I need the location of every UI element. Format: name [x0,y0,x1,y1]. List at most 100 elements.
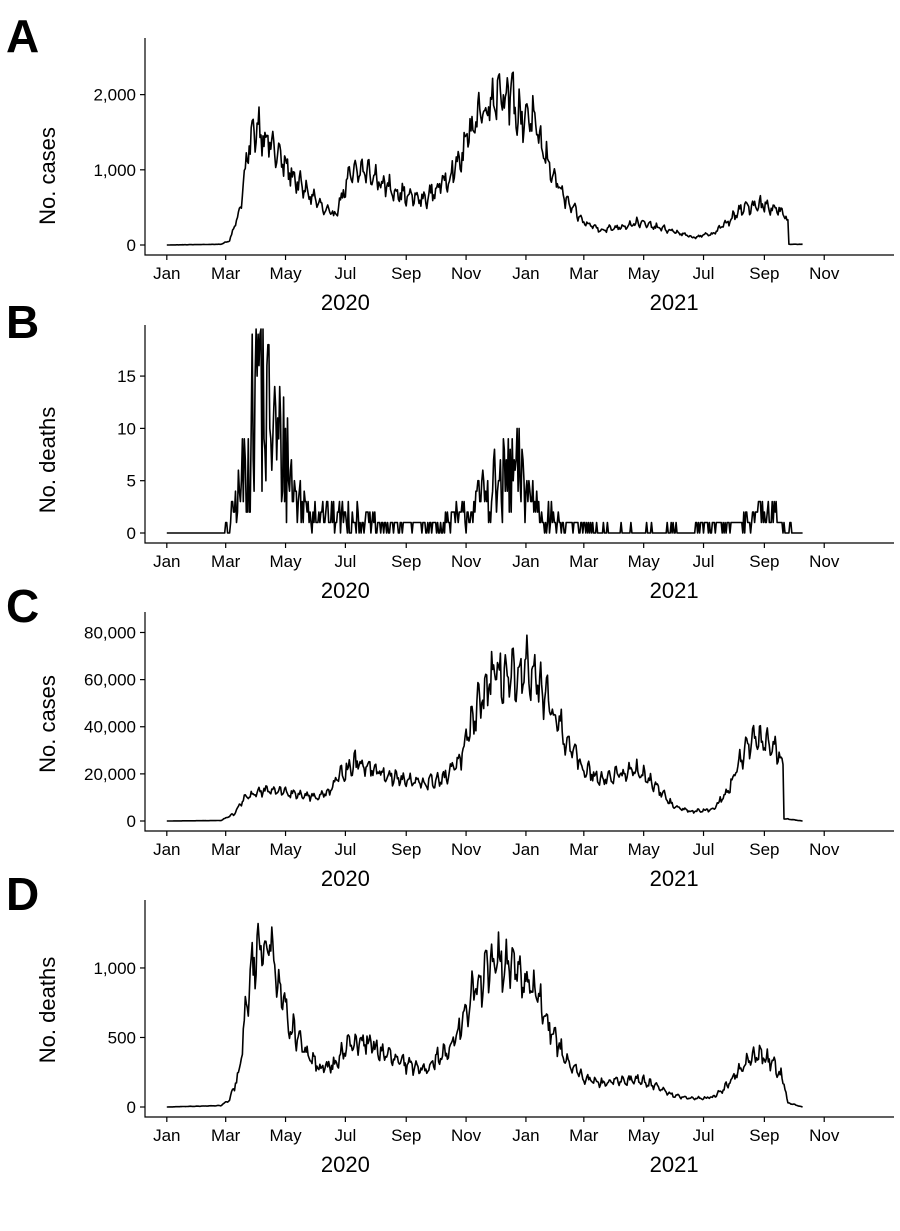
y-tick-label-c-3: 60,000 [84,671,136,690]
y-axis-title-b: No. deaths [35,407,60,513]
x-tick-label-d-7: Mar [569,1126,599,1145]
x-tick-label-b-9: Jul [693,552,715,571]
x-tick-label-b-5: Nov [451,552,482,571]
y-tick-label-c-2: 40,000 [84,718,136,737]
year-labels-d: 2020 2021 [321,1152,699,1177]
x-tick-label-a-11: Nov [809,264,840,283]
x-ticks-b: Jan Mar May Jul Sep Nov Jan Mar May Jul Sep Nov [153,543,840,571]
x-tick-label-b-10: Sep [749,552,779,571]
axes-a [144,38,894,256]
y-tick-label-a-1: 1,000 [93,161,136,180]
x-tick-label-d-5: Nov [451,1126,482,1145]
x-tick-label-a-1: Mar [211,264,241,283]
year-label-a-1: 2021 [650,290,699,315]
x-tick-label-c-8: May [628,840,661,859]
y-axis-title-c: No. cases [35,675,60,773]
axes-d [144,900,894,1118]
x-tick-label-b-1: Mar [211,552,241,571]
x-tick-label-c-5: Nov [451,840,482,859]
x-tick-label-a-5: Nov [451,264,482,283]
series-line-d [166,922,803,1108]
x-tick-label-b-0: Jan [153,552,180,571]
x-tick-label-a-0: Jan [153,264,180,283]
year-label-b-1: 2021 [650,578,699,603]
x-tick-label-c-0: Jan [153,840,180,859]
x-tick-label-d-9: Jul [693,1126,715,1145]
x-tick-label-a-9: Jul [693,264,715,283]
x-tick-label-b-2: May [269,552,302,571]
x-tick-label-c-10: Sep [749,840,779,859]
y-axis-title-d: No. deaths [35,957,60,1063]
y-tick-label-d-1: 500 [108,1028,136,1047]
y-tick-label-b-0: 0 [127,524,136,543]
x-tick-label-d-1: Mar [211,1126,241,1145]
x-tick-label-d-6: Jan [512,1126,539,1145]
x-tick-label-b-8: May [628,552,661,571]
year-label-d-0: 2020 [321,1152,370,1177]
x-tick-label-b-4: Sep [391,552,421,571]
y-ticks-d: 0 500 1,000 [93,959,145,1117]
panel-letter-a: A [6,10,39,62]
y-tick-label-c-4: 80,000 [84,623,136,642]
axes-b [144,325,894,544]
y-tick-label-a-0: 0 [127,236,136,255]
x-tick-label-d-3: Jul [335,1126,357,1145]
panel-d: D No. deaths 0 500 1,000 Jan Mar May Jul Sep No… [6,868,894,1177]
x-tick-label-c-4: Sep [391,840,421,859]
x-tick-label-a-8: May [628,264,661,283]
x-ticks-a: Jan Mar May Jul Sep Nov Jan Mar May Jul Sep Nov [153,255,840,283]
y-tick-label-b-1: 5 [127,472,136,491]
year-labels-b: 2020 2021 [321,578,699,603]
year-label-c-1: 2021 [650,866,699,891]
series-line-b [166,328,803,534]
panel-a: A No. cases 0 1,000 2,000 Jan Mar May Jul Sep N… [6,10,894,315]
x-tick-label-c-1: Mar [211,840,241,859]
year-labels-c: 2020 2021 [321,866,699,891]
y-tick-label-c-1: 20,000 [84,765,136,784]
y-ticks-a: 0 1,000 2,000 [93,86,145,255]
panel-c: C No. cases 0 20,000 40,000 60,000 80,000 Ja… [6,580,894,891]
x-tick-label-d-0: Jan [153,1126,180,1145]
x-tick-label-b-11: Nov [809,552,840,571]
series-line-c [166,634,803,822]
y-tick-label-d-2: 1,000 [93,959,136,978]
x-ticks-d: Jan Mar May Jul Sep Nov Jan Mar May Jul Sep Nov [153,1117,840,1145]
series-line-a [166,71,803,246]
y-tick-label-b-3: 15 [117,367,136,386]
x-tick-label-c-6: Jan [512,840,539,859]
x-tick-label-d-8: May [628,1126,661,1145]
x-tick-label-c-7: Mar [569,840,599,859]
x-ticks-c: Jan Mar May Jul Sep Nov Jan Mar May Jul Sep Nov [153,831,840,859]
x-tick-label-d-2: May [269,1126,302,1145]
y-tick-label-a-2: 2,000 [93,86,136,105]
x-tick-label-d-4: Sep [391,1126,421,1145]
x-tick-label-c-9: Jul [693,840,715,859]
year-label-d-1: 2021 [650,1152,699,1177]
year-label-a-0: 2020 [321,290,370,315]
year-label-b-0: 2020 [321,578,370,603]
y-axis-title-a: No. cases [35,127,60,225]
x-tick-label-a-2: May [269,264,302,283]
y-tick-label-d-0: 0 [127,1098,136,1117]
x-tick-label-b-7: Mar [569,552,599,571]
panel-letter-d: D [6,868,39,920]
y-ticks-b: 0 5 10 15 [117,367,145,543]
panel-letter-c: C [6,580,39,632]
x-tick-label-b-6: Jan [512,552,539,571]
panel-letter-b: B [6,296,39,348]
year-label-c-0: 2020 [321,866,370,891]
year-labels-a: 2020 2021 [321,290,699,315]
y-tick-label-c-0: 0 [127,812,136,831]
x-tick-label-b-3: Jul [335,552,357,571]
x-tick-label-c-2: May [269,840,302,859]
x-tick-label-a-3: Jul [335,264,357,283]
x-tick-label-c-3: Jul [335,840,357,859]
x-tick-label-c-11: Nov [809,840,840,859]
y-tick-label-b-2: 10 [117,419,136,438]
axes-c [144,612,894,832]
x-tick-label-a-4: Sep [391,264,421,283]
x-tick-label-a-7: Mar [569,264,599,283]
x-tick-label-d-11: Nov [809,1126,840,1145]
